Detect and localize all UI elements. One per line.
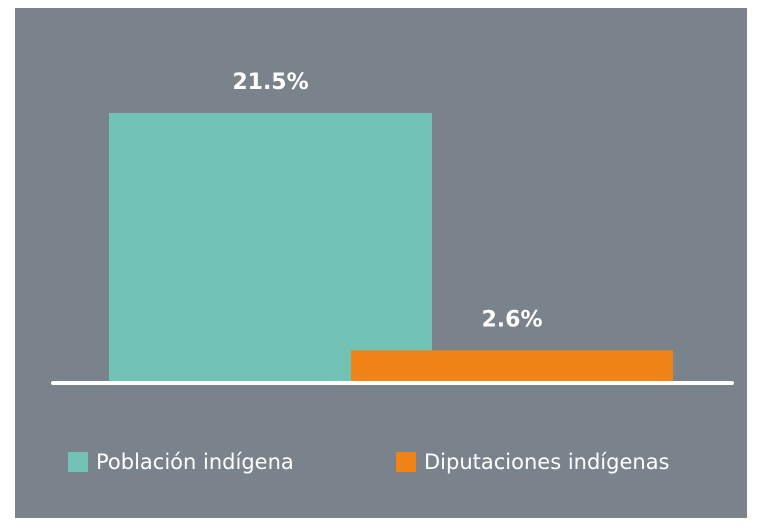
bar [109,112,432,384]
bar [351,350,673,383]
legend-swatch [396,452,416,472]
value-label: 2.6% [481,307,542,332]
legend-label: Población indígena [96,450,294,474]
value-label: 21.5% [232,70,308,95]
legend-swatch [68,452,88,472]
legend-label: Diputaciones indígenas [424,450,670,474]
